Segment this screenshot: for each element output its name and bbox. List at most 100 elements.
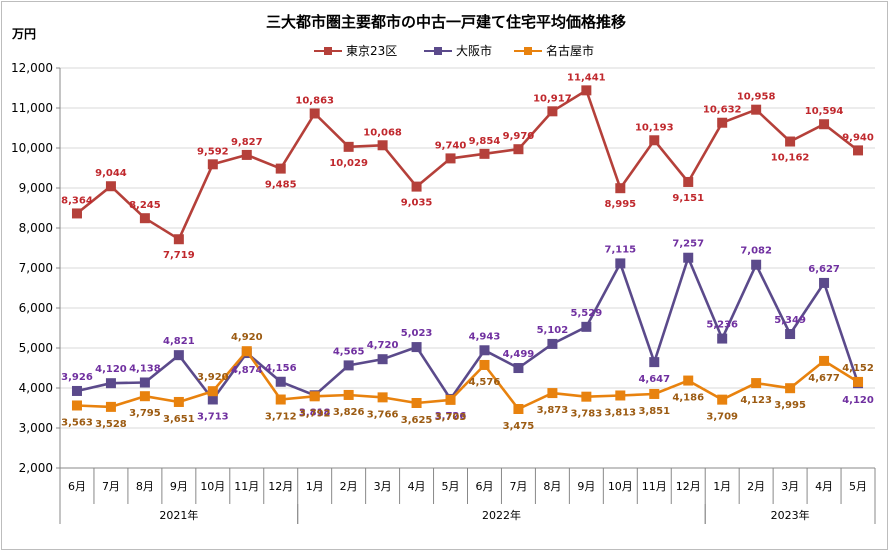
data-point-marker [173, 396, 184, 407]
data-point-marker [615, 183, 626, 194]
data-point-marker [581, 391, 592, 402]
data-point-marker [785, 383, 796, 394]
x-tick-label: 7月 [102, 480, 120, 493]
y-tick-label: 4,000 [19, 381, 53, 395]
data-label: 3,475 [503, 421, 535, 432]
data-point-marker [207, 159, 218, 170]
data-label: 3,851 [638, 406, 670, 417]
y-tick-label: 6,000 [19, 301, 53, 315]
data-point-marker [615, 258, 626, 269]
data-label: 4,186 [672, 393, 704, 404]
data-point-marker [649, 357, 660, 368]
data-label: 10,958 [737, 92, 776, 103]
data-point-marker [581, 85, 592, 96]
data-point-marker [377, 354, 388, 365]
x-tick-label: 8月 [136, 480, 154, 493]
data-point-marker [751, 378, 762, 389]
data-point-marker [785, 329, 796, 340]
data-label: 8,364 [61, 195, 93, 206]
data-label: 3,926 [61, 372, 93, 383]
data-label: 3,766 [367, 409, 399, 420]
data-point-marker [819, 277, 830, 288]
year-label: 2021年 [159, 508, 198, 522]
x-tick-label: 2月 [747, 480, 765, 493]
data-label: 3,625 [401, 415, 433, 426]
data-label: 3,713 [197, 411, 229, 422]
data-label: 8,995 [604, 199, 636, 210]
data-label: 7,257 [672, 239, 704, 250]
data-point-marker [479, 359, 490, 370]
data-point-marker [139, 377, 150, 388]
data-label: 10,632 [703, 105, 742, 116]
legend: 東京23区 大阪市 名古屋市 [314, 43, 594, 58]
data-point-marker [513, 144, 524, 155]
data-point-marker [377, 140, 388, 151]
data-point-marker [751, 104, 762, 115]
data-point-marker [513, 404, 524, 414]
data-label: 9,970 [503, 131, 535, 142]
data-label: 4,120 [95, 364, 127, 375]
data-point-marker [445, 394, 456, 405]
data-label: 3,813 [604, 407, 636, 418]
data-point-marker [819, 355, 830, 366]
x-tick-label: 3月 [374, 480, 392, 493]
x-tick-label: 10月 [608, 480, 633, 493]
data-label: 3,712 [265, 412, 297, 423]
data-label: 4,647 [638, 374, 670, 385]
y-axis-ticks: 2,000 3,000 4,000 5,000 6,000 7,000 8,000 9,000… [11, 61, 60, 475]
data-point-marker [343, 141, 354, 152]
data-label: 9,827 [231, 137, 263, 148]
data-point-marker [717, 117, 728, 128]
data-label: 7,719 [163, 250, 195, 261]
legend-label: 名古屋市 [546, 43, 594, 58]
data-label: 4,499 [503, 349, 535, 360]
x-tick-label: 10月 [200, 480, 225, 493]
data-label: 10,068 [363, 127, 402, 138]
data-point-marker [649, 388, 660, 399]
data-point-marker [581, 321, 592, 332]
data-label: 10,863 [295, 95, 334, 106]
data-point-marker [615, 390, 626, 401]
data-point-marker [71, 208, 82, 219]
data-label: 10,594 [805, 106, 844, 117]
data-point-marker [275, 394, 286, 405]
data-point-marker [139, 391, 150, 402]
y-tick-label: 7,000 [19, 261, 53, 275]
y-axis-unit-label: 万円 [11, 27, 36, 41]
series-line [76, 256, 860, 401]
data-label: 9,740 [435, 140, 467, 151]
x-tick-label: 9月 [170, 480, 188, 493]
data-label: 3,873 [537, 405, 569, 416]
x-tick-label: 12月 [676, 480, 701, 493]
y-tick-label: 3,000 [19, 421, 53, 435]
data-label: 4,874 [231, 365, 263, 376]
data-label: 3,783 [571, 409, 603, 420]
year-label: 2022年 [482, 508, 521, 522]
data-label: 4,821 [163, 336, 195, 347]
x-tick-label: 8月 [543, 480, 561, 493]
data-label: 5,529 [571, 308, 603, 319]
data-point-marker [853, 145, 864, 156]
data-label: 9,035 [401, 198, 433, 209]
data-point-marker [411, 342, 422, 353]
data-point-marker [241, 149, 252, 160]
x-tick-label: 6月 [68, 480, 86, 493]
data-label: 4,920 [231, 332, 263, 343]
data-point-marker [479, 345, 490, 356]
x-tick-label: 5月 [849, 480, 867, 493]
data-point-marker [683, 375, 694, 386]
data-point-marker [309, 108, 320, 119]
data-point-marker [819, 119, 830, 130]
legend-marker [524, 47, 532, 55]
data-point-marker [105, 378, 116, 389]
chart-title: 三大都市圏主要都市の中古一戸建て住宅平均価格推移 [266, 13, 626, 31]
legend-label: 大阪市 [456, 43, 492, 58]
data-point-marker [71, 400, 82, 411]
data-label: 9,592 [197, 146, 229, 157]
x-tick-label: 4月 [408, 480, 426, 493]
data-label: 10,162 [771, 153, 810, 164]
x-tick-label: 6月 [475, 480, 493, 493]
